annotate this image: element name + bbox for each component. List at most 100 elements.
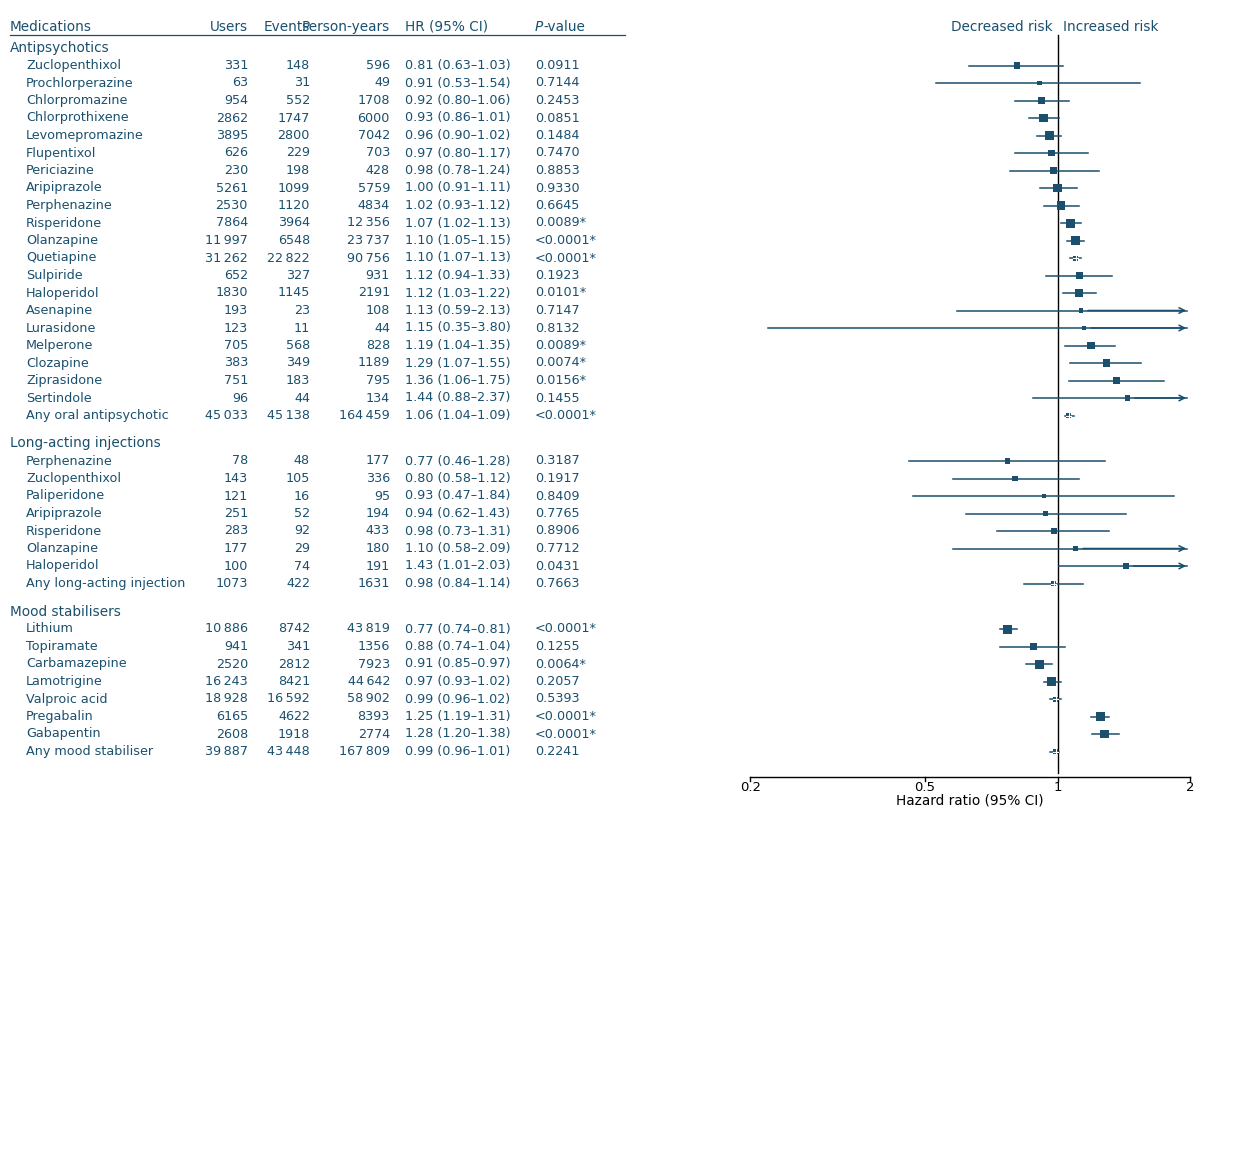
Text: 1.06 (1.04–1.09): 1.06 (1.04–1.09): [405, 409, 510, 422]
Text: Sulpiride: Sulpiride: [26, 269, 83, 282]
Text: Long-acting injections: Long-acting injections: [10, 436, 161, 450]
Text: 0.1255: 0.1255: [535, 640, 580, 653]
Text: 1120: 1120: [278, 199, 310, 212]
Text: Flupentixol: Flupentixol: [26, 147, 97, 160]
Text: 954: 954: [224, 94, 248, 107]
Text: 6165: 6165: [216, 710, 248, 723]
Text: 349: 349: [286, 356, 310, 369]
Text: 1.28 (1.20–1.38): 1.28 (1.20–1.38): [405, 727, 510, 740]
Bar: [1073, 255, 1078, 261]
Bar: [1012, 476, 1018, 482]
Text: Aripiprazole: Aripiprazole: [26, 181, 103, 195]
Text: 283: 283: [224, 524, 248, 537]
Text: Zuclopenthixol: Zuclopenthixol: [26, 472, 121, 485]
Text: 229: 229: [286, 147, 310, 160]
Bar: [1030, 643, 1037, 650]
Text: Lithium: Lithium: [26, 623, 74, 636]
Text: 78: 78: [232, 455, 248, 468]
Text: 7864: 7864: [216, 216, 248, 229]
Text: Chlorpromazine: Chlorpromazine: [26, 94, 128, 107]
Bar: [1075, 289, 1083, 297]
Text: 2774: 2774: [358, 727, 390, 740]
Text: 48: 48: [294, 455, 310, 468]
Text: <0.0001*: <0.0001*: [535, 710, 597, 723]
Bar: [1125, 396, 1130, 401]
Text: 0.88 (0.74–1.04): 0.88 (0.74–1.04): [405, 640, 510, 653]
Text: 23: 23: [294, 304, 310, 317]
Text: Periciazine: Periciazine: [26, 165, 94, 177]
Bar: [1087, 342, 1094, 349]
Text: 0.2453: 0.2453: [535, 94, 580, 107]
Bar: [1057, 201, 1066, 209]
Text: <0.0001*: <0.0001*: [535, 234, 597, 247]
Text: 0.93 (0.86–1.01): 0.93 (0.86–1.01): [405, 112, 510, 125]
Text: Risperidone: Risperidone: [26, 524, 102, 537]
Text: 1.12 (1.03–1.22): 1.12 (1.03–1.22): [405, 287, 510, 300]
Text: 8742: 8742: [278, 623, 310, 636]
Text: Any oral antipsychotic: Any oral antipsychotic: [26, 409, 169, 422]
Text: 0.1455: 0.1455: [535, 391, 580, 404]
Text: 134: 134: [366, 391, 390, 404]
Text: 5261: 5261: [216, 181, 248, 195]
Text: Lurasidone: Lurasidone: [26, 322, 97, 335]
Text: 0.0089*: 0.0089*: [535, 216, 586, 229]
Text: 0.91 (0.53–1.54): 0.91 (0.53–1.54): [405, 76, 510, 89]
Text: Decreased risk: Decreased risk: [950, 20, 1053, 34]
Text: 0.7765: 0.7765: [535, 506, 580, 521]
Text: Users: Users: [209, 20, 248, 34]
Text: 0.99 (0.96–1.02): 0.99 (0.96–1.02): [405, 692, 510, 705]
Text: 0.0101*: 0.0101*: [535, 287, 586, 300]
Text: 0.1923: 0.1923: [535, 269, 580, 282]
Text: Haloperidol: Haloperidol: [26, 287, 99, 300]
Text: Lamotrigine: Lamotrigine: [26, 674, 103, 689]
Text: 2: 2: [1186, 781, 1194, 794]
Text: 6548: 6548: [278, 234, 310, 247]
Bar: [1015, 62, 1021, 68]
Text: 44 642: 44 642: [347, 674, 390, 689]
Bar: [1079, 308, 1083, 313]
Text: 5759: 5759: [358, 181, 390, 195]
Text: 23 737: 23 737: [347, 234, 390, 247]
Bar: [1005, 458, 1010, 464]
Text: Prochlorperazine: Prochlorperazine: [26, 76, 134, 89]
Text: 331: 331: [223, 59, 248, 72]
Text: 0.3187: 0.3187: [535, 455, 580, 468]
Bar: [1073, 546, 1078, 551]
Text: 1099: 1099: [278, 181, 310, 195]
Text: 7042: 7042: [358, 129, 390, 142]
Text: 1.10 (1.05–1.15): 1.10 (1.05–1.15): [405, 234, 510, 247]
Text: 92: 92: [294, 524, 310, 537]
Bar: [1095, 712, 1105, 721]
Text: 568: 568: [286, 340, 310, 352]
Text: 2800: 2800: [278, 129, 310, 142]
Text: 2520: 2520: [216, 658, 248, 671]
Text: 90 756: 90 756: [347, 251, 390, 264]
Text: 0.77 (0.74–0.81): 0.77 (0.74–0.81): [405, 623, 510, 636]
Text: Quetiapine: Quetiapine: [26, 251, 97, 264]
Text: 1.44 (0.88–2.37): 1.44 (0.88–2.37): [405, 391, 510, 404]
Text: 2608: 2608: [216, 727, 248, 740]
Text: 0.97 (0.93–1.02): 0.97 (0.93–1.02): [405, 674, 510, 689]
Text: 193: 193: [224, 304, 248, 317]
Text: 164 459: 164 459: [339, 409, 390, 422]
Text: 795: 795: [366, 374, 390, 387]
Text: 0.98 (0.78–1.24): 0.98 (0.78–1.24): [405, 165, 510, 177]
Text: 428: 428: [366, 165, 390, 177]
Bar: [1053, 184, 1062, 192]
Bar: [1053, 748, 1058, 754]
Text: 16 592: 16 592: [268, 692, 310, 705]
Text: 0.93 (0.47–1.84): 0.93 (0.47–1.84): [405, 490, 510, 503]
Text: 0.0431: 0.0431: [535, 559, 580, 572]
Text: 0.96 (0.90–1.02): 0.96 (0.90–1.02): [405, 129, 510, 142]
Text: Perphenazine: Perphenazine: [26, 199, 113, 212]
Text: Sertindole: Sertindole: [26, 391, 92, 404]
Bar: [1113, 377, 1120, 384]
Text: Topiramate: Topiramate: [26, 640, 98, 653]
Text: Hazard ratio (95% CI): Hazard ratio (95% CI): [896, 793, 1043, 807]
Text: 108: 108: [366, 304, 390, 317]
Text: 1.43 (1.01–2.03): 1.43 (1.01–2.03): [405, 559, 510, 572]
Text: 8421: 8421: [278, 674, 310, 689]
Text: 0.8132: 0.8132: [535, 322, 580, 335]
Text: 0.98 (0.84–1.14): 0.98 (0.84–1.14): [405, 577, 510, 590]
Text: 44: 44: [374, 322, 390, 335]
